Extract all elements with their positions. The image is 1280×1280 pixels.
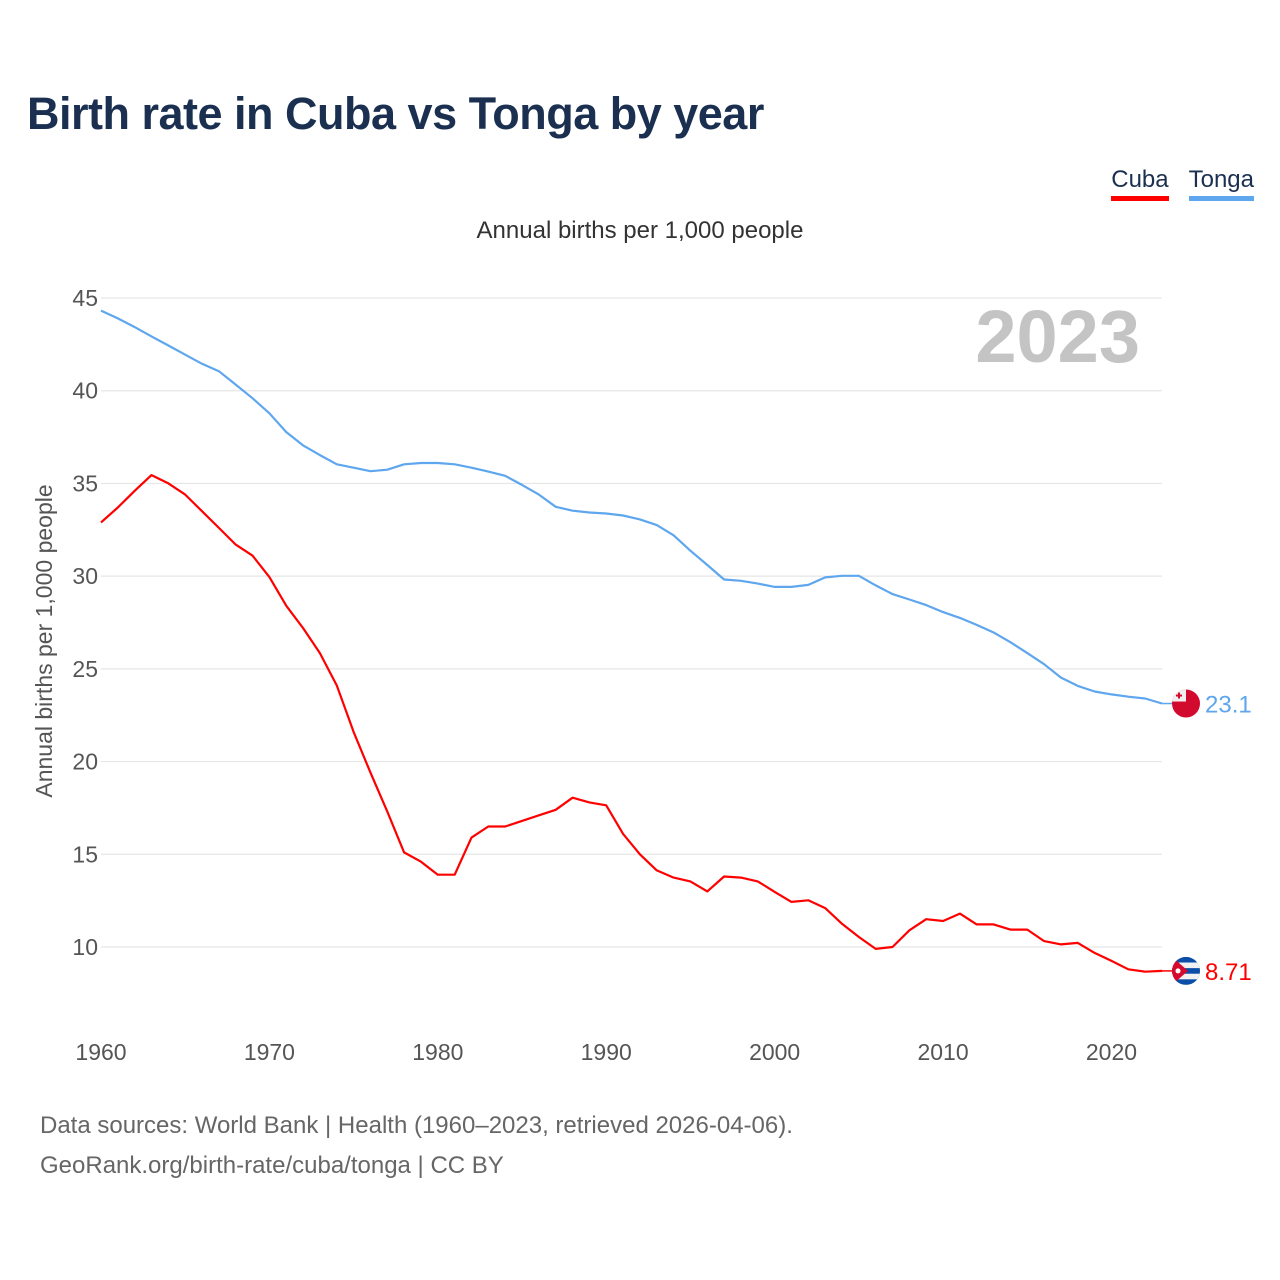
chart-title: Birth rate in Cuba vs Tonga by year [27,88,764,139]
y-axis-label: Annual births per 1,000 people [31,484,57,797]
series-line-cuba [100,474,1163,973]
y-tick-label: 35 [72,470,98,496]
y-tick-label: 15 [72,841,98,867]
end-value-label-tonga: 23.1 [1205,692,1252,719]
x-tick-label: 1960 [75,1039,126,1065]
year-watermark: 2023 [975,295,1140,378]
tonga-flag-icon [1172,689,1200,718]
y-tick-label: 40 [72,378,98,404]
end-value-label-cuba: 8.71 [1205,959,1252,986]
data-source: Data sources: World Bank | Health (1960–… [40,1112,793,1139]
chart-subtitle: Annual births per 1,000 people [476,217,804,244]
source-link: GeoRank.org/birth-rate/cuba/tonga | CC B… [40,1152,504,1179]
legend-item-tonga[interactable]: Tonga [1188,166,1254,201]
y-tick-label: 20 [72,749,98,775]
y-tick-label: 10 [72,934,98,960]
x-tick-label: 2020 [1086,1039,1137,1065]
x-tick-label: 2010 [917,1039,968,1065]
y-tick-label: 30 [72,563,98,589]
x-tick-label: 1970 [244,1039,295,1065]
y-tick-label: 45 [72,285,98,311]
x-tick-label: 1980 [412,1039,463,1065]
cuba-flag-icon [1172,956,1200,985]
series-line-tonga [100,309,1163,705]
legend: Cuba Tonga [1111,166,1254,201]
x-tick-label: 2000 [749,1039,800,1065]
footer: Data sources: World Bank | Health (1960–… [40,1106,793,1186]
y-tick-label: 25 [72,656,98,682]
x-tick-label: 1990 [581,1039,632,1065]
legend-item-cuba[interactable]: Cuba [1111,166,1169,201]
